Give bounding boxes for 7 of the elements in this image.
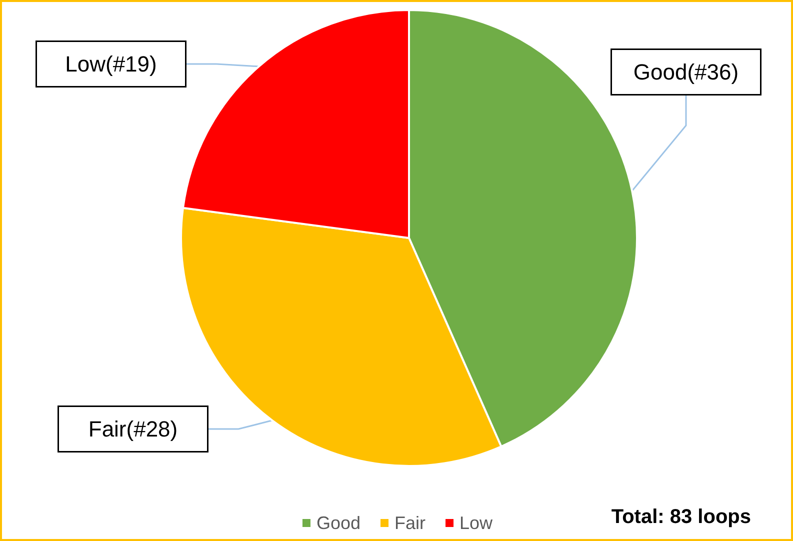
legend-label: Low <box>460 513 494 533</box>
legend-label: Good <box>316 513 361 533</box>
legend-label: Fair <box>394 513 426 533</box>
data-label: Good(#36) <box>633 60 739 84</box>
data-label: Fair(#28) <box>88 416 178 442</box>
text: Total: 83 loops <box>611 506 751 528</box>
data-label: Low(#19) <box>65 52 157 76</box>
